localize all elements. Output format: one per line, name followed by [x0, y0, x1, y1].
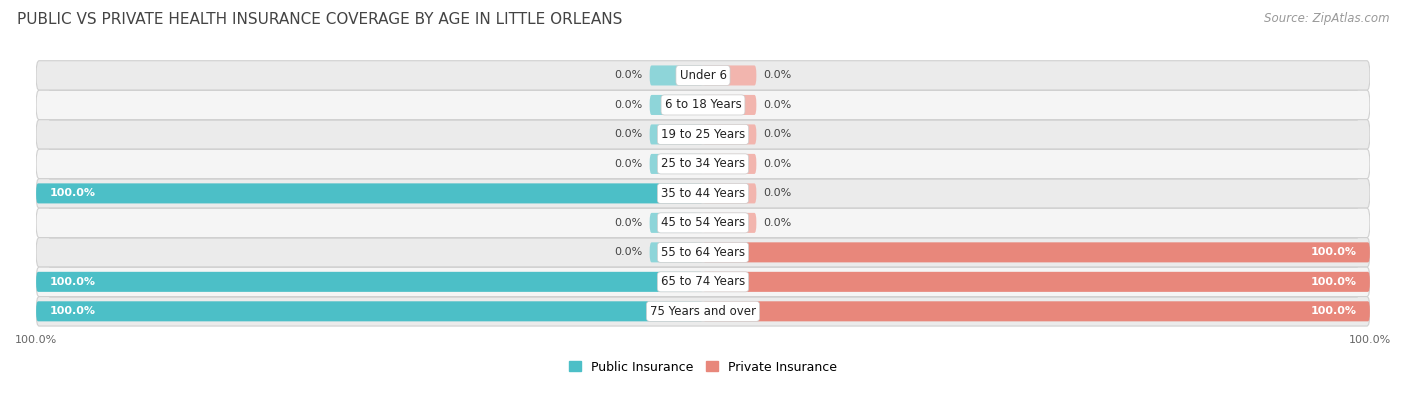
Legend: Public Insurance, Private Insurance: Public Insurance, Private Insurance	[568, 361, 838, 374]
FancyBboxPatch shape	[703, 154, 756, 174]
Text: 100.0%: 100.0%	[49, 306, 96, 316]
Text: 100.0%: 100.0%	[1310, 247, 1357, 257]
FancyBboxPatch shape	[703, 242, 1369, 262]
Text: 0.0%: 0.0%	[763, 71, 792, 81]
Text: 100.0%: 100.0%	[1310, 306, 1357, 316]
FancyBboxPatch shape	[650, 95, 703, 115]
FancyBboxPatch shape	[37, 267, 1369, 297]
Text: 0.0%: 0.0%	[614, 218, 643, 228]
Text: PUBLIC VS PRIVATE HEALTH INSURANCE COVERAGE BY AGE IN LITTLE ORLEANS: PUBLIC VS PRIVATE HEALTH INSURANCE COVER…	[17, 12, 623, 27]
Text: 0.0%: 0.0%	[763, 129, 792, 140]
Text: 0.0%: 0.0%	[763, 159, 792, 169]
FancyBboxPatch shape	[703, 213, 756, 233]
Text: 0.0%: 0.0%	[763, 188, 792, 198]
FancyBboxPatch shape	[650, 65, 703, 85]
Text: 55 to 64 Years: 55 to 64 Years	[661, 246, 745, 259]
FancyBboxPatch shape	[703, 301, 1369, 321]
FancyBboxPatch shape	[703, 272, 1369, 292]
FancyBboxPatch shape	[37, 61, 1369, 90]
FancyBboxPatch shape	[37, 208, 1369, 237]
FancyBboxPatch shape	[703, 183, 756, 204]
Text: 0.0%: 0.0%	[763, 218, 792, 228]
FancyBboxPatch shape	[37, 301, 703, 321]
Text: 0.0%: 0.0%	[614, 247, 643, 257]
Text: 6 to 18 Years: 6 to 18 Years	[665, 98, 741, 112]
FancyBboxPatch shape	[703, 124, 756, 145]
FancyBboxPatch shape	[37, 179, 1369, 208]
FancyBboxPatch shape	[703, 95, 756, 115]
FancyBboxPatch shape	[37, 272, 703, 292]
FancyBboxPatch shape	[650, 154, 703, 174]
FancyBboxPatch shape	[703, 65, 756, 85]
Text: 100.0%: 100.0%	[1310, 277, 1357, 287]
FancyBboxPatch shape	[650, 213, 703, 233]
Text: Under 6: Under 6	[679, 69, 727, 82]
FancyBboxPatch shape	[37, 90, 1369, 120]
FancyBboxPatch shape	[37, 297, 1369, 326]
FancyBboxPatch shape	[37, 120, 1369, 149]
Text: 0.0%: 0.0%	[614, 129, 643, 140]
FancyBboxPatch shape	[37, 149, 1369, 179]
Text: 100.0%: 100.0%	[49, 277, 96, 287]
Text: 35 to 44 Years: 35 to 44 Years	[661, 187, 745, 200]
Text: 19 to 25 Years: 19 to 25 Years	[661, 128, 745, 141]
FancyBboxPatch shape	[37, 237, 1369, 267]
Text: Source: ZipAtlas.com: Source: ZipAtlas.com	[1264, 12, 1389, 25]
Text: 100.0%: 100.0%	[49, 188, 96, 198]
FancyBboxPatch shape	[37, 183, 703, 204]
FancyBboxPatch shape	[650, 242, 703, 262]
Text: 45 to 54 Years: 45 to 54 Years	[661, 216, 745, 229]
Text: 0.0%: 0.0%	[614, 159, 643, 169]
Text: 0.0%: 0.0%	[763, 100, 792, 110]
Text: 75 Years and over: 75 Years and over	[650, 305, 756, 318]
Text: 65 to 74 Years: 65 to 74 Years	[661, 275, 745, 288]
Text: 0.0%: 0.0%	[614, 100, 643, 110]
Text: 25 to 34 Years: 25 to 34 Years	[661, 157, 745, 171]
FancyBboxPatch shape	[650, 124, 703, 145]
Text: 0.0%: 0.0%	[614, 71, 643, 81]
